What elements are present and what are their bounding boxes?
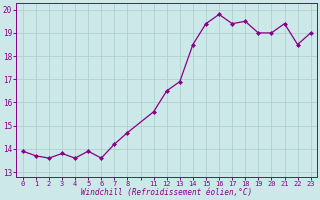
X-axis label: Windchill (Refroidissement éolien,°C): Windchill (Refroidissement éolien,°C) <box>81 188 252 197</box>
